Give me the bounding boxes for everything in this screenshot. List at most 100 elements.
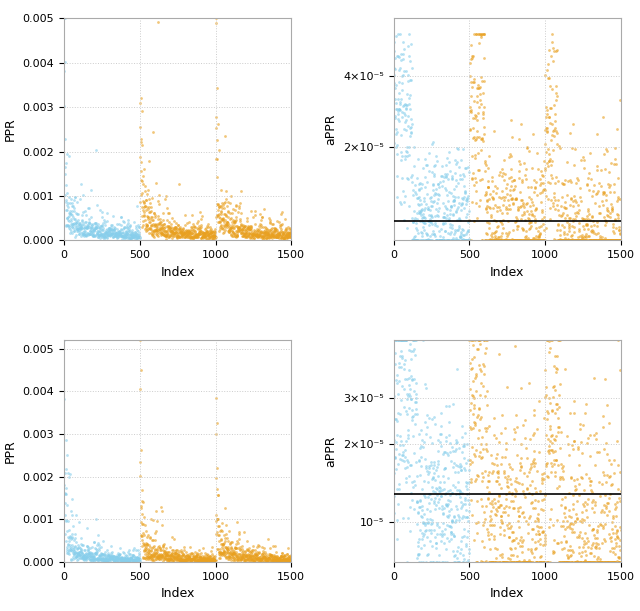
Point — [431, 500, 441, 510]
Point — [86, 211, 96, 221]
Point — [419, 205, 429, 214]
Point — [492, 467, 502, 477]
Point — [155, 551, 165, 561]
Point — [587, 525, 597, 535]
Point — [143, 204, 153, 214]
Point — [587, 503, 597, 513]
Point — [433, 203, 444, 213]
Point — [262, 555, 272, 565]
Point — [248, 230, 259, 240]
Point — [168, 231, 179, 241]
Point — [102, 229, 113, 238]
Point — [189, 555, 200, 565]
Point — [230, 551, 241, 560]
Point — [210, 227, 220, 237]
Point — [141, 221, 151, 230]
Point — [165, 542, 175, 552]
Point — [522, 206, 532, 216]
Point — [127, 232, 138, 242]
Point — [578, 557, 588, 567]
Point — [102, 227, 113, 236]
Point — [485, 544, 495, 554]
Point — [143, 544, 154, 554]
Point — [593, 557, 603, 567]
Point — [100, 557, 111, 566]
Point — [220, 542, 230, 552]
Point — [534, 396, 544, 406]
Point — [70, 533, 81, 543]
Point — [88, 554, 98, 564]
Point — [184, 230, 194, 240]
Point — [162, 225, 172, 235]
Point — [257, 212, 268, 222]
Point — [123, 556, 133, 566]
Point — [254, 222, 264, 232]
Point — [224, 221, 234, 230]
Point — [254, 555, 264, 565]
Point — [577, 507, 587, 517]
Point — [436, 441, 446, 451]
Point — [191, 552, 202, 562]
Point — [550, 431, 561, 441]
Point — [206, 231, 216, 241]
Point — [390, 82, 400, 92]
Point — [273, 232, 284, 242]
Point — [504, 554, 515, 564]
Point — [403, 425, 413, 434]
Point — [530, 537, 540, 547]
Point — [501, 202, 511, 212]
Point — [401, 477, 411, 487]
Point — [78, 218, 88, 228]
Point — [119, 549, 129, 558]
Point — [136, 211, 147, 221]
Point — [208, 234, 218, 244]
Point — [79, 553, 90, 563]
Point — [278, 552, 288, 562]
Point — [108, 225, 118, 235]
Point — [191, 232, 201, 241]
Point — [438, 212, 449, 222]
Point — [561, 203, 571, 213]
Point — [452, 557, 462, 567]
Point — [404, 502, 415, 512]
Point — [188, 233, 198, 243]
Point — [133, 545, 143, 555]
Point — [456, 194, 467, 203]
Point — [493, 502, 503, 512]
Point — [390, 98, 401, 108]
Point — [390, 111, 401, 121]
Point — [442, 501, 452, 511]
Point — [494, 202, 504, 212]
Point — [257, 232, 267, 241]
Point — [183, 554, 193, 564]
Point — [88, 551, 99, 561]
Point — [70, 208, 81, 218]
Point — [390, 359, 400, 368]
Point — [240, 232, 250, 241]
Point — [515, 202, 525, 211]
Point — [404, 104, 415, 114]
Point — [166, 226, 176, 236]
Point — [79, 231, 89, 241]
Point — [270, 552, 280, 562]
Point — [609, 188, 620, 197]
Point — [272, 230, 282, 240]
Point — [187, 554, 197, 564]
Point — [511, 235, 521, 245]
Point — [600, 221, 610, 230]
Point — [524, 209, 534, 219]
Point — [588, 524, 598, 534]
Point — [175, 555, 185, 565]
Point — [390, 453, 400, 463]
Point — [261, 227, 271, 237]
Point — [234, 203, 244, 213]
Point — [396, 94, 406, 104]
Point — [397, 78, 407, 88]
Point — [223, 208, 233, 218]
Point — [118, 217, 129, 227]
Point — [484, 152, 495, 161]
Point — [576, 557, 586, 567]
Point — [445, 229, 455, 238]
Point — [204, 229, 214, 239]
Point — [445, 491, 455, 500]
